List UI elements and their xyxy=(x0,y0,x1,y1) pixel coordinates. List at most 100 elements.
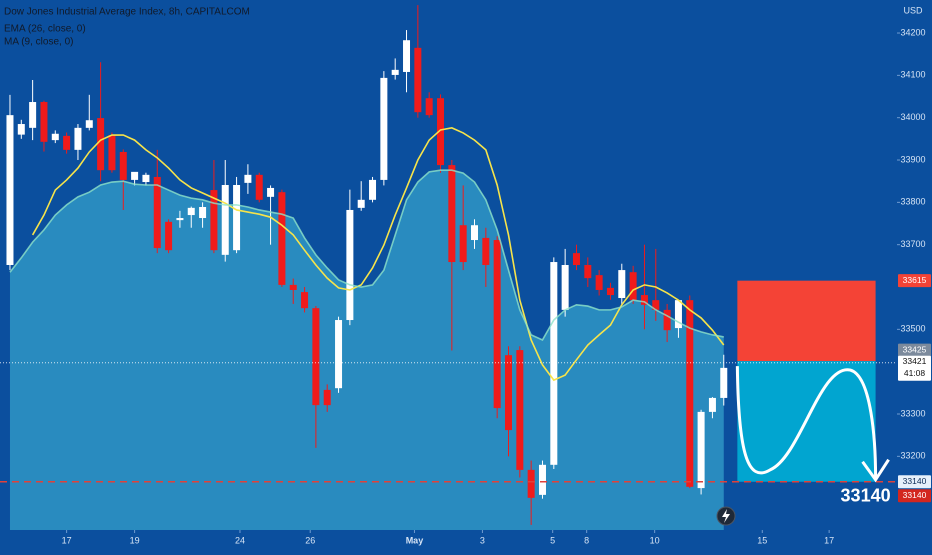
y-tick-label: 34200 xyxy=(900,27,925,37)
y-tick-label: 33900 xyxy=(900,154,925,164)
candle-body xyxy=(448,165,456,263)
currency-label: USD xyxy=(903,5,923,15)
last-price-badge: 33421 xyxy=(903,356,927,366)
entry-badge-bg xyxy=(898,343,931,357)
projection-arrowhead xyxy=(861,458,890,483)
ma-area xyxy=(9,170,724,530)
candle-body xyxy=(119,151,127,180)
x-tick-label: May xyxy=(406,535,424,545)
candle-body xyxy=(459,225,467,263)
x-tick-label: 10 xyxy=(650,535,660,545)
target-value: 33140 xyxy=(841,485,891,505)
y-tick-label: 33200 xyxy=(900,451,925,461)
y-tick-label: 33500 xyxy=(900,324,925,334)
candle-body xyxy=(527,469,535,498)
candle-body xyxy=(29,102,37,128)
chart-title: Dow Jones Industrial Average Index, 8h, … xyxy=(4,7,250,18)
ma-line xyxy=(9,169,724,341)
countdown: 41:08 xyxy=(904,368,926,378)
candle-body xyxy=(85,120,93,128)
target-badge: 33140 xyxy=(903,476,927,486)
candle-body xyxy=(267,187,275,197)
candle-body xyxy=(51,133,59,141)
candle-body xyxy=(369,179,377,200)
x-tick-label: 17 xyxy=(824,535,834,545)
candle-body xyxy=(153,176,161,249)
candle-body xyxy=(584,265,592,279)
candle-body xyxy=(17,124,25,135)
stop-badge: 33615 xyxy=(903,275,927,285)
candle-body xyxy=(437,98,445,166)
candle-body xyxy=(708,397,716,412)
candle-body xyxy=(74,127,82,150)
candle-body xyxy=(697,411,705,489)
candle-body xyxy=(312,308,320,406)
candle-body xyxy=(6,115,14,265)
candle-body xyxy=(504,355,512,431)
legend-entry: MA (9, close, 0) xyxy=(4,37,73,48)
candle-body xyxy=(97,118,105,171)
x-tick-label: 15 xyxy=(757,535,767,545)
candle-body xyxy=(187,207,195,216)
replay-icon[interactable] xyxy=(716,506,736,526)
y-tick-label: 33800 xyxy=(900,197,925,207)
candle-body xyxy=(380,77,388,180)
candle-body xyxy=(572,253,580,265)
candle-body xyxy=(301,292,309,309)
projection-curve xyxy=(735,366,878,478)
plot-area: 33140 xyxy=(0,5,897,530)
x-tick-label: 5 xyxy=(550,535,555,545)
candle-body xyxy=(516,350,524,470)
x-tick-label: 17 xyxy=(62,535,72,545)
candle-body xyxy=(640,295,648,305)
candle-body xyxy=(63,135,71,150)
candle-body xyxy=(674,300,682,329)
candle-body xyxy=(414,47,422,113)
candle-body xyxy=(550,262,558,465)
candle-body xyxy=(165,221,173,251)
time-axis xyxy=(0,530,932,550)
x-tick-label: 3 xyxy=(480,535,485,545)
target-badge-bg xyxy=(898,475,931,489)
axes: 33200 33300 33500 33700 33800 33900 34000 34100… xyxy=(62,27,931,545)
candle-body xyxy=(652,300,660,310)
candle-body xyxy=(720,367,728,398)
icon-bolt xyxy=(722,509,730,523)
candle-body xyxy=(199,207,207,219)
candle-body xyxy=(482,237,490,265)
candle-body xyxy=(538,464,546,495)
y-tick-label: 34000 xyxy=(900,112,925,122)
candle-body xyxy=(561,265,569,310)
target-alert-badge-bg xyxy=(898,489,931,503)
legend-entry: EMA (26, close, 0) xyxy=(4,24,86,35)
candle-body xyxy=(686,300,694,487)
candle-body xyxy=(233,184,241,251)
candle-body xyxy=(210,190,218,251)
candle-body xyxy=(471,225,479,241)
candle-body xyxy=(595,275,603,290)
entry-badge: 33425 xyxy=(903,344,927,354)
x-tick-label: 19 xyxy=(130,535,140,545)
candle-body xyxy=(493,240,501,409)
x-tick-label: 26 xyxy=(305,535,315,545)
candle-body xyxy=(357,199,365,208)
candle-body xyxy=(335,320,343,389)
x-tick-label: 8 xyxy=(584,535,589,545)
candle-body xyxy=(606,287,614,296)
x-tick-label: 24 xyxy=(235,535,245,545)
candle-body xyxy=(323,389,331,406)
candle-body xyxy=(255,174,263,200)
candle-body xyxy=(346,209,354,321)
candle-body xyxy=(618,270,626,299)
candle-body xyxy=(425,98,433,116)
candle-body xyxy=(629,272,637,301)
candle-body xyxy=(289,284,297,290)
candle-body xyxy=(142,174,150,183)
candle-body xyxy=(131,171,139,180)
candle-body xyxy=(221,184,229,255)
candle-body xyxy=(663,309,671,331)
y-tick-label: 33700 xyxy=(900,239,925,249)
y-tick-label: 33300 xyxy=(900,408,925,418)
